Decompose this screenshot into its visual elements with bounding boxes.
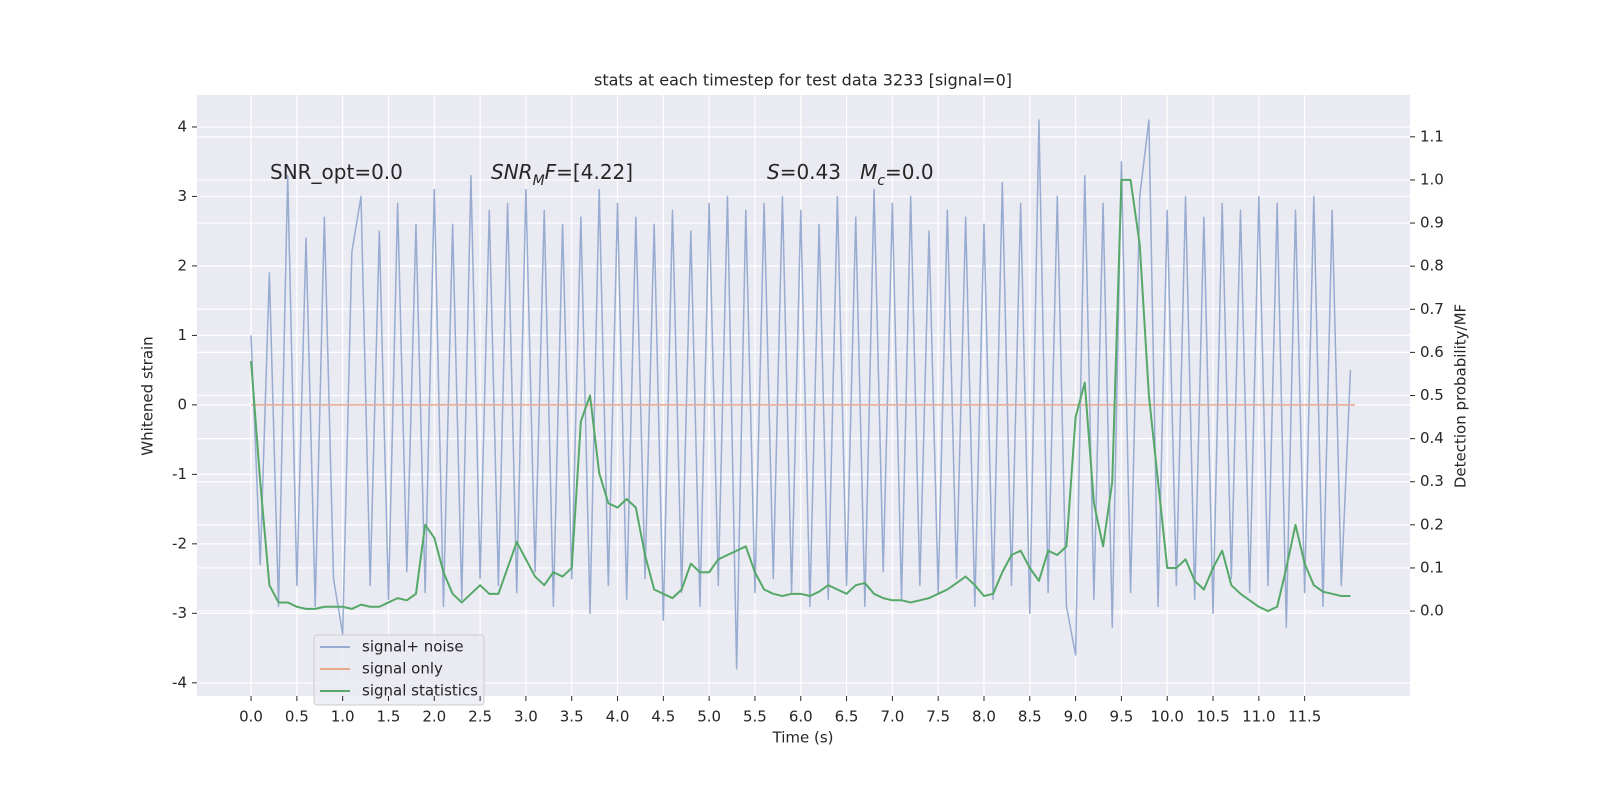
x-tick-label: 7.5 [926,708,950,726]
y2-tick-label: 0.6 [1420,343,1444,361]
y2-tick-label: 0.4 [1420,429,1444,447]
annotation-part: =[4.22] [556,160,633,184]
annotation: SNR_opt=0.0 [270,160,403,184]
y2-tick-label: 0.9 [1420,214,1444,232]
annotation-part: S [767,160,780,184]
legend: signal+ noise signal only signal statistic… [313,634,485,706]
y2-axis-label: Detection probability/MF [1452,304,1470,488]
series-line [250,178,1351,613]
chart-title: stats at each timestep for test data 323… [594,71,1012,90]
y2-tick-label: 0.0 [1420,602,1444,620]
y2-tick-label: 1.0 [1420,170,1444,188]
annotation-part: M [860,160,877,184]
annotation-part: SNR [491,160,533,184]
y-tick-label: -4 [172,673,187,691]
annotation-part: c [877,173,885,189]
y2-tick-label: 0.1 [1420,558,1444,576]
y2-tick-label: 0.7 [1420,300,1444,318]
x-tick-label: 9.0 [1064,708,1088,726]
annotation: S=0.43 Mc=0.0 [767,160,934,190]
plot-lines [250,119,1356,670]
x-tick-label: 6.5 [835,708,859,726]
legend-label: signal statistics [362,682,478,700]
y-tick-label: -2 [172,534,187,552]
x-tick-label: 4.0 [606,708,630,726]
x-tick-label: 9.5 [1109,708,1133,726]
legend-label: signal+ noise [362,638,464,656]
x-tick-label: 1.5 [377,708,401,726]
x-tick-label: 7.0 [880,708,904,726]
y-tick-label: -3 [172,604,187,622]
y2-tick-label: 0.3 [1420,472,1444,490]
y2-tick-label: 0.2 [1420,515,1444,533]
annotations: SNR_opt=0.0 SNRMF=[4.22] S=0.43 Mc=0.0 [270,160,934,190]
x-tick-label: 10.0 [1151,708,1184,726]
x-tick-label: 0.5 [285,708,309,726]
annotation-part: SNR_opt=0.0 [270,160,403,184]
legend-label: signal only [362,660,443,678]
x-tick-label: 5.5 [743,708,767,726]
x-tick-label: 11.0 [1242,708,1275,726]
x-tick-label: 3.0 [514,708,538,726]
x-tick-label: 0.0 [239,708,263,726]
x-tick-label: 5.0 [697,708,721,726]
x-tick-label: 2.0 [422,708,446,726]
annotation-part: =0.0 [885,160,934,184]
x-tick-label: 8.5 [1018,708,1042,726]
y-tick-label: 4 [177,117,187,135]
y-tick-label: 2 [177,256,187,274]
annotation-part: F [545,160,557,184]
annotation-part: M [533,173,545,189]
legend-frame [313,634,485,706]
y-tick-label: -1 [172,465,187,483]
x-tick-label: 8.0 [972,708,996,726]
y-axis-label: Whitened strain [139,336,157,455]
x-tick-label: 1.0 [331,708,355,726]
series-line [250,119,1352,670]
x-tick-label: 4.5 [651,708,675,726]
y-tick-label: 3 [177,187,187,205]
y2-tick-label: 0.5 [1420,386,1444,404]
x-tick-label: 3.5 [560,708,584,726]
y2-tick-label: 0.8 [1420,257,1444,275]
x-tick-label: 11.5 [1288,708,1321,726]
annotation: SNRMF=[4.22] [491,160,633,190]
x-tick-label: 2.5 [468,708,492,726]
y-tick-label: 0 [177,395,187,413]
x-tick-label: 10.5 [1196,708,1229,726]
y2-tick-label: 1.1 [1420,127,1444,145]
y-tick-label: 1 [177,326,187,344]
x-tick-label: 6.0 [789,708,813,726]
annotation-part: =0.43 [780,160,860,184]
x-axis-label: Time (s) [772,729,834,747]
